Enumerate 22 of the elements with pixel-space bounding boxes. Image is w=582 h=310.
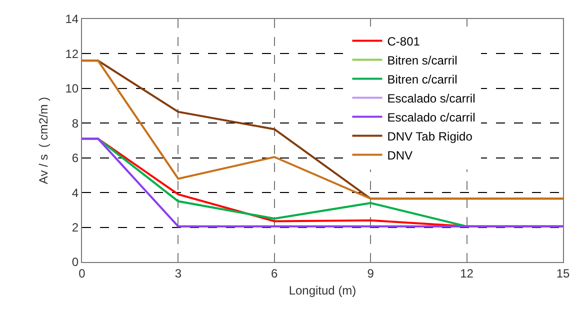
y-tick-label: 12 — [65, 46, 79, 61]
y-axis-title: Av / s ( cm2/m ) — [36, 96, 51, 184]
x-axis-title: Longitud (m) — [288, 283, 356, 298]
legend-label: Escalado s/carril — [387, 91, 476, 106]
x-tick-label: 15 — [556, 266, 570, 280]
legend-label: DNV — [387, 148, 413, 162]
legend-label: Escalado c/carril — [387, 110, 476, 124]
y-tick-label: 4 — [72, 186, 79, 200]
x-tick-label: 3 — [174, 266, 182, 280]
y-tick-label: 8 — [72, 116, 79, 130]
y-tick-label: 14 — [65, 12, 79, 26]
x-tick-label: 6 — [271, 266, 278, 280]
legend-label: Bitren c/carril — [387, 72, 458, 86]
y-tick-label: 0 — [72, 255, 79, 270]
y-tick-label: 6 — [72, 151, 79, 166]
legend-label: Bitren s/carril — [387, 53, 458, 68]
x-tick-label: 9 — [367, 266, 374, 280]
y-tick-label: 10 — [65, 82, 79, 96]
y-tick-label: 2 — [72, 220, 79, 234]
legend-label: DNV Tab Rigido — [387, 129, 473, 144]
legend-label: C-801 — [387, 34, 420, 48]
x-tick-label: 12 — [460, 266, 474, 280]
